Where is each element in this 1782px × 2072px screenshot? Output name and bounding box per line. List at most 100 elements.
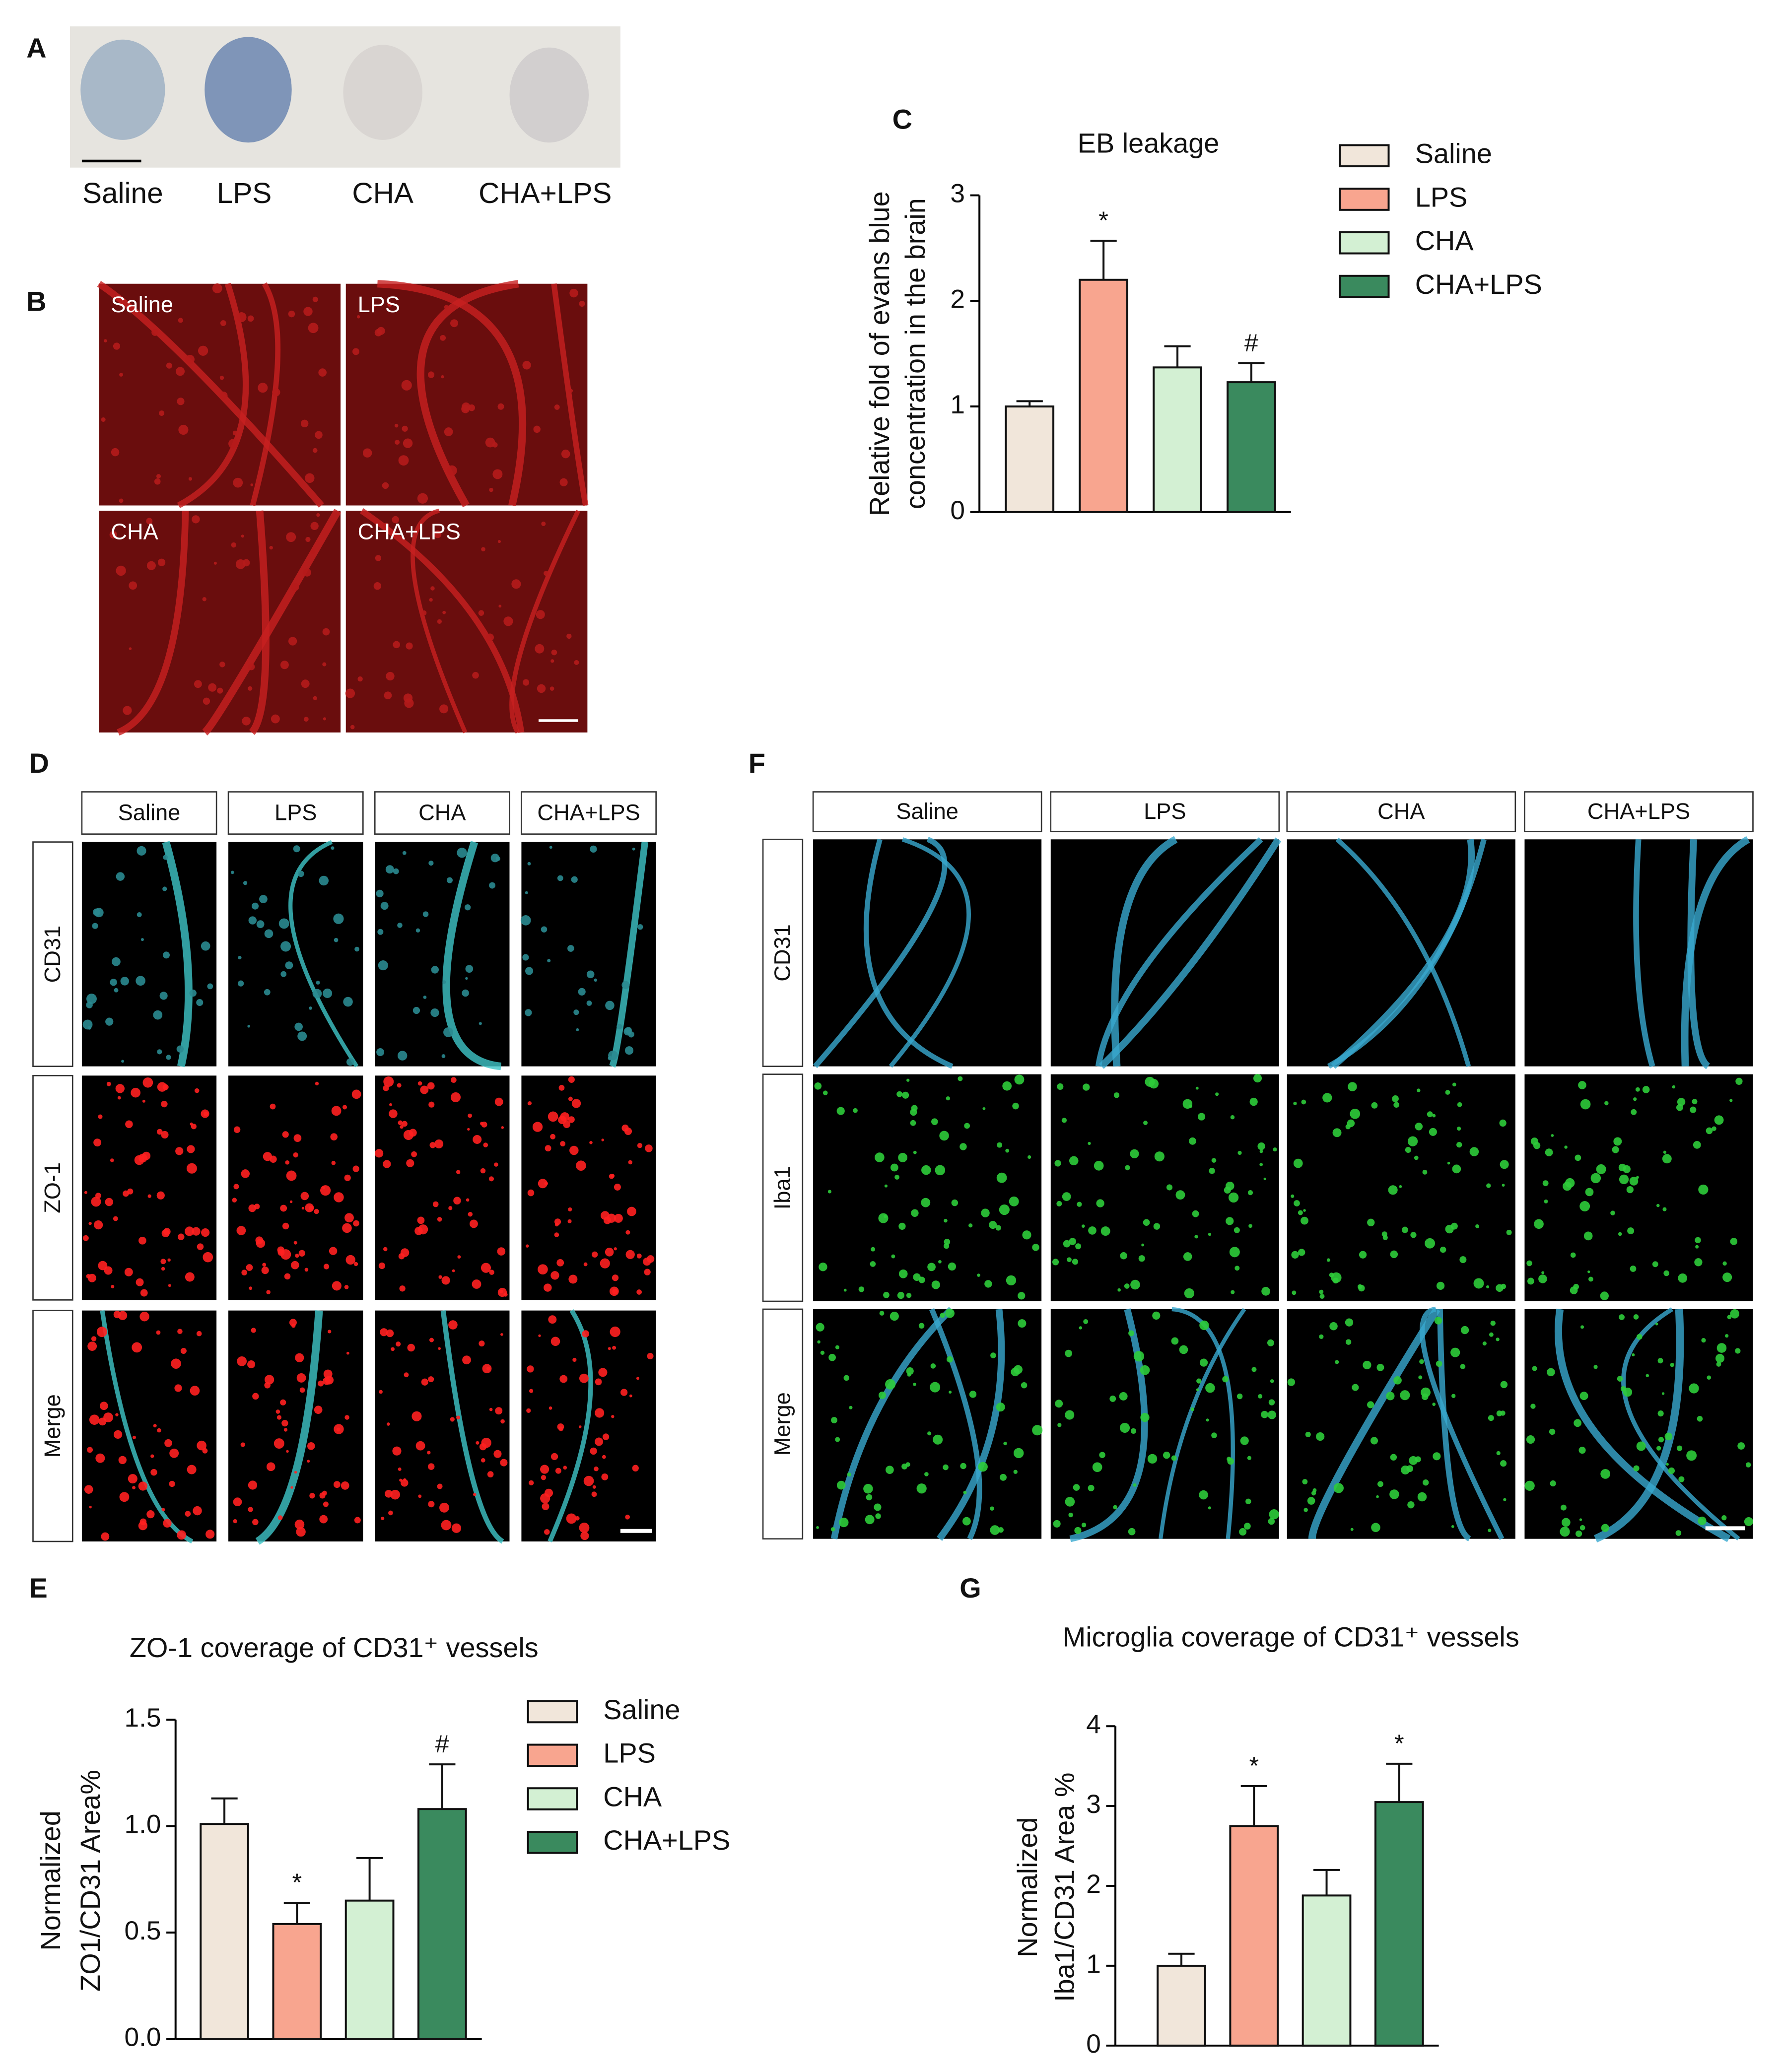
signal [1088, 1226, 1097, 1235]
signal [105, 1198, 114, 1206]
signal [930, 1382, 941, 1393]
signal [1612, 1146, 1619, 1153]
signal [1005, 1148, 1010, 1153]
signal [1541, 1271, 1545, 1274]
signal [237, 980, 244, 987]
legend-label: CHA+LPS [603, 1824, 730, 1856]
signal [1199, 1490, 1208, 1500]
signal [280, 1249, 291, 1260]
signal [197, 1440, 206, 1451]
signal [236, 312, 247, 323]
signal [441, 1054, 446, 1058]
signal [1062, 1192, 1071, 1201]
signal [977, 1273, 980, 1277]
signal [322, 1186, 326, 1189]
signal [839, 1518, 849, 1528]
signal [125, 1120, 133, 1128]
signal [176, 367, 185, 376]
vessel [288, 840, 359, 1068]
vessel [377, 280, 527, 507]
signal [472, 1279, 481, 1289]
bar [1005, 405, 1055, 513]
y-tick-label: 2 [1086, 1870, 1101, 1899]
signal [452, 1269, 455, 1272]
signal [397, 1051, 408, 1061]
signal [1153, 1223, 1161, 1230]
y-tick-label: 0.0 [125, 2023, 161, 2052]
signal [322, 628, 330, 636]
signal [1730, 1309, 1740, 1319]
signal [247, 315, 254, 322]
signal [303, 717, 309, 722]
signal [990, 1352, 996, 1358]
signal [1652, 1261, 1658, 1268]
signal [465, 977, 468, 980]
signal [1618, 1163, 1626, 1172]
signal [590, 1447, 597, 1455]
signal [468, 1113, 472, 1118]
signal [951, 1199, 959, 1206]
signal [1576, 1530, 1582, 1537]
signal [1190, 1407, 1195, 1411]
signal [157, 558, 166, 566]
signal [161, 1100, 168, 1108]
signal [1192, 1210, 1199, 1217]
signal [1211, 1432, 1217, 1438]
row-header: Iba1 [770, 1166, 795, 1209]
y-tick-label: 1.5 [125, 1703, 161, 1733]
signal [843, 1375, 849, 1381]
signal [963, 1490, 967, 1494]
signal [344, 1213, 354, 1223]
signal [548, 1315, 557, 1324]
signal [480, 1168, 486, 1174]
signal [219, 376, 224, 380]
signal [1065, 1410, 1075, 1420]
signal [921, 1198, 931, 1207]
signal [1054, 1160, 1061, 1167]
signal [249, 1286, 253, 1290]
signal [1460, 1364, 1466, 1369]
signal [944, 1243, 950, 1249]
signal [380, 902, 389, 910]
bar [417, 1808, 467, 2040]
signal [1140, 1365, 1150, 1375]
signal [1745, 1462, 1751, 1468]
signal [194, 1088, 200, 1093]
signal [1332, 1128, 1342, 1137]
vessel [360, 508, 525, 733]
signal [1421, 1393, 1429, 1401]
signal [295, 1353, 304, 1362]
signal [1119, 1422, 1130, 1433]
signal [883, 1292, 890, 1298]
signal [123, 1190, 129, 1197]
signal [196, 1331, 202, 1337]
signal [497, 540, 501, 543]
signal [99, 1402, 108, 1410]
signal [316, 981, 320, 985]
signal [330, 1133, 338, 1141]
signal [142, 1151, 151, 1160]
signal [1676, 1104, 1683, 1111]
significance-marker: * [292, 1868, 302, 1896]
signal [1534, 1219, 1544, 1229]
signal [545, 1145, 551, 1152]
signal [579, 1522, 590, 1533]
signal [978, 1462, 988, 1472]
signal [1294, 1200, 1300, 1206]
signal [177, 1329, 183, 1335]
significance-marker: # [435, 1730, 449, 1758]
signal [422, 911, 429, 917]
signal [835, 1437, 840, 1442]
signal [1125, 1165, 1130, 1171]
y-tick-label: 3 [1086, 1790, 1101, 1819]
signal [486, 633, 494, 641]
signal [376, 1048, 385, 1056]
signal [1166, 1184, 1173, 1191]
signal [1433, 1452, 1441, 1461]
signal [549, 686, 554, 691]
signal [443, 1027, 454, 1037]
signal [1298, 1249, 1305, 1256]
signal [481, 1438, 491, 1448]
signal [1580, 1099, 1591, 1110]
bar [1229, 1825, 1279, 2047]
